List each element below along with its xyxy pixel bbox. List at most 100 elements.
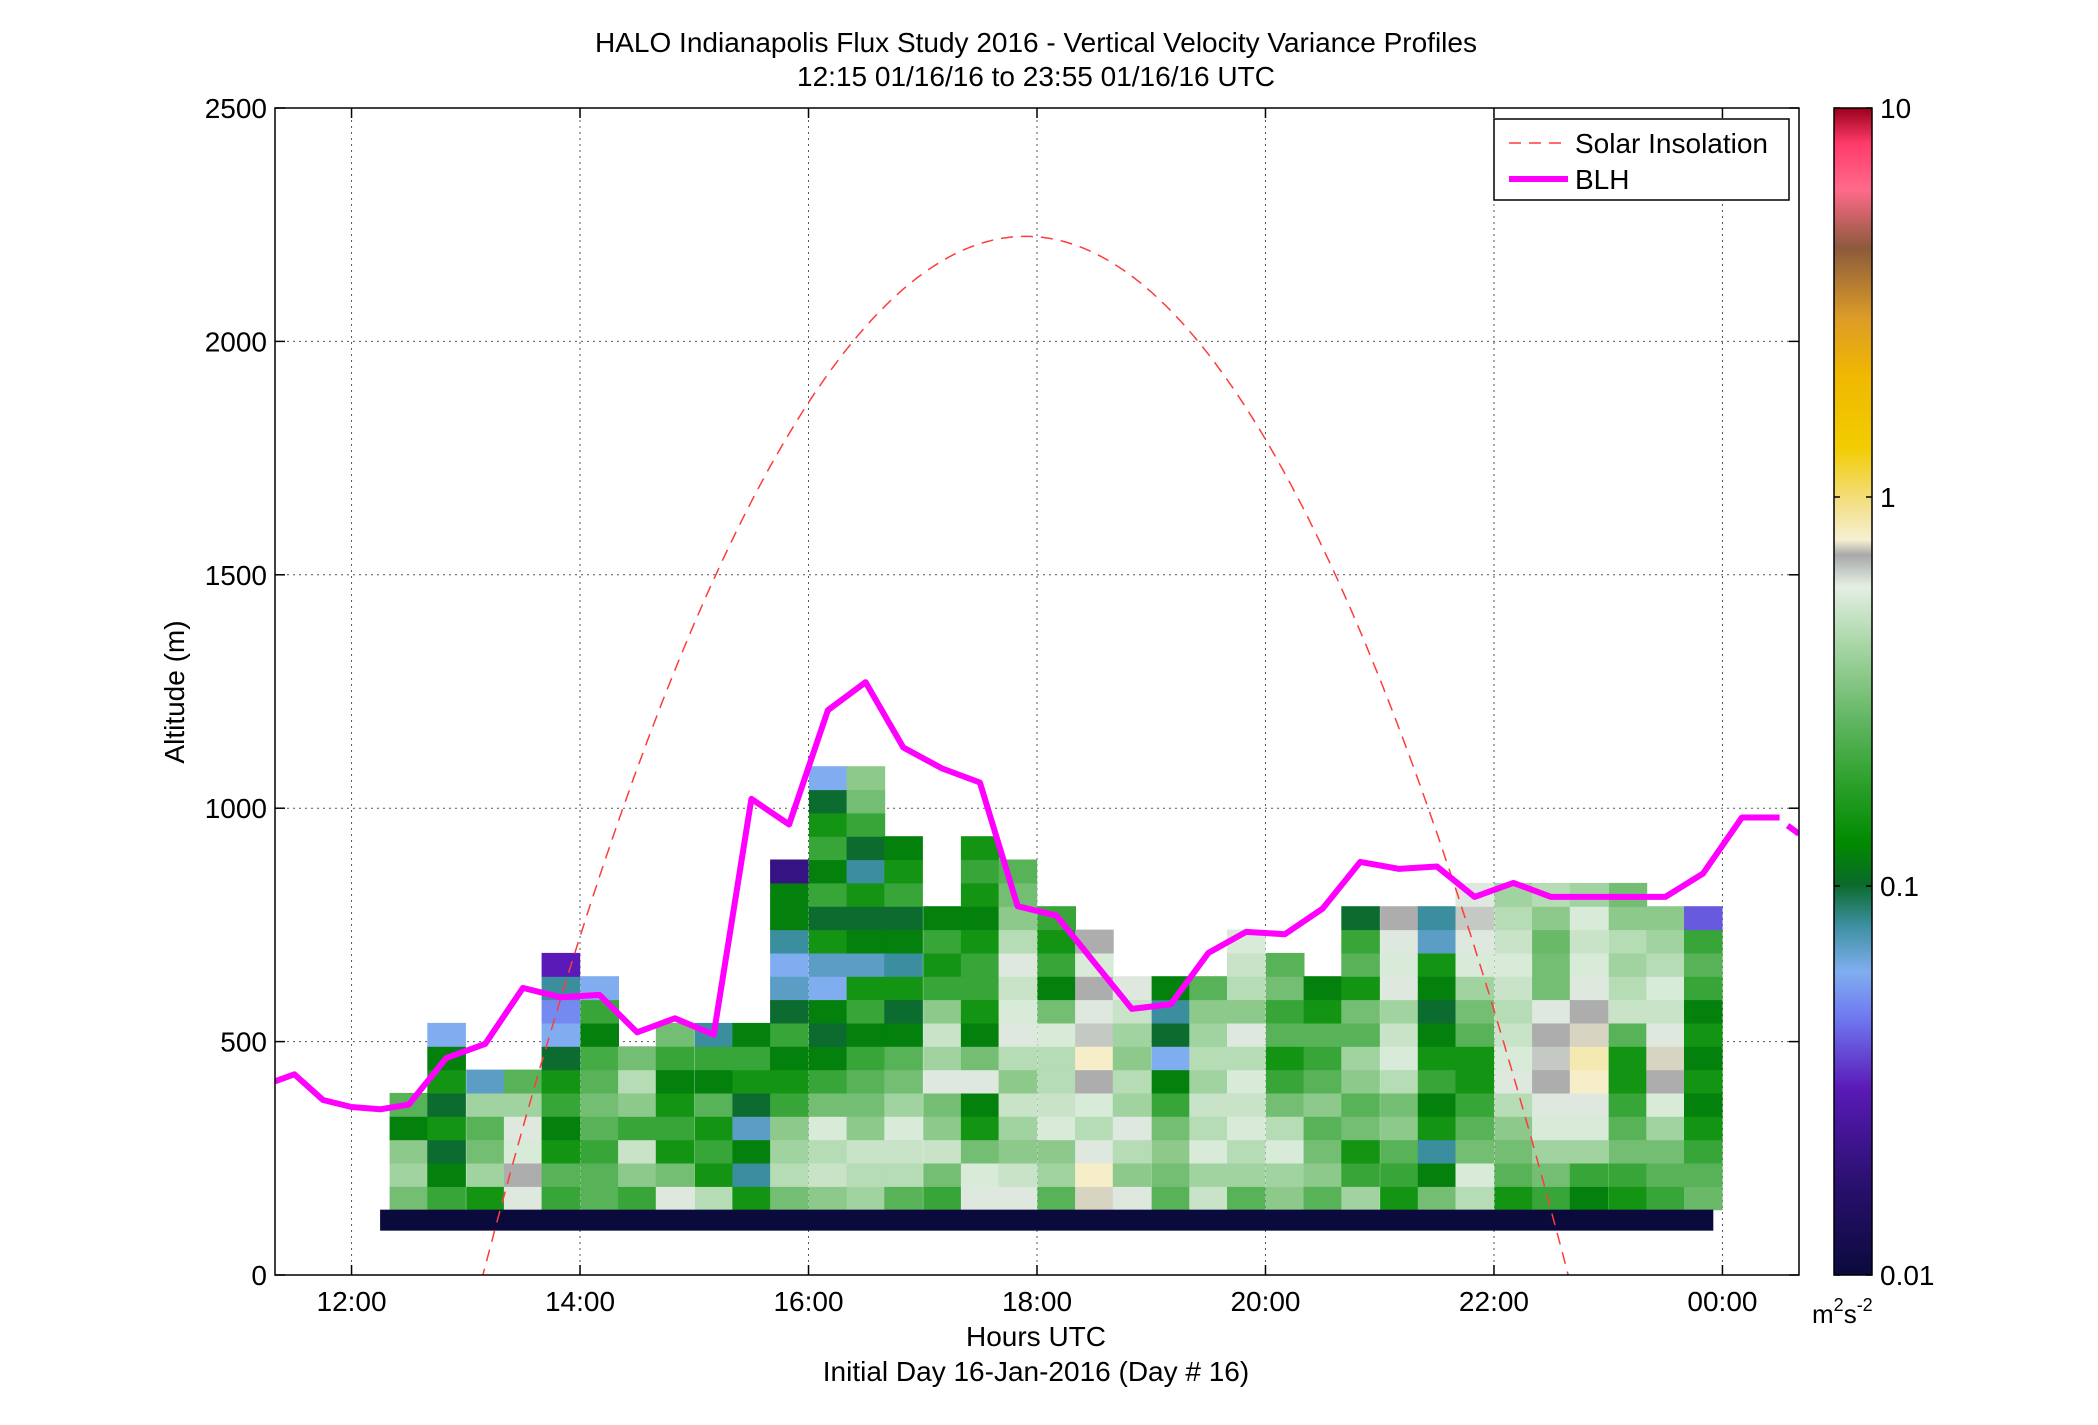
heatmap-cell bbox=[1075, 1163, 1114, 1187]
heatmap-cell bbox=[923, 976, 962, 1001]
heatmap-cell bbox=[1303, 1022, 1343, 1047]
heatmap-cell bbox=[770, 1186, 809, 1211]
heatmap-cell bbox=[466, 1116, 505, 1141]
heatmap-cell bbox=[655, 1163, 695, 1187]
heatmap-cell bbox=[1417, 1139, 1457, 1164]
heatmap-cell bbox=[1303, 1163, 1343, 1187]
heatmap-cell bbox=[1151, 1163, 1191, 1187]
heatmap-cell bbox=[389, 1116, 429, 1141]
y-tick-label: 500 bbox=[220, 1027, 267, 1058]
colorbar: 0.01 0.1 1 10 m2s-2 bbox=[1812, 93, 1935, 1329]
heatmap-cell bbox=[1037, 1069, 1076, 1094]
heatmap-cell bbox=[732, 1046, 771, 1071]
heatmap-cell bbox=[770, 1116, 809, 1141]
heatmap-cell bbox=[1265, 976, 1305, 1001]
heatmap-cell bbox=[923, 1092, 962, 1117]
heatmap-cell bbox=[1265, 1139, 1305, 1164]
heatmap-cell bbox=[580, 1046, 619, 1071]
heatmap-cell bbox=[923, 1069, 962, 1094]
heatmap-cell bbox=[618, 1046, 657, 1071]
heatmap-cell bbox=[618, 1116, 657, 1141]
heatmap-cell bbox=[1569, 1069, 1609, 1094]
heatmap-cell bbox=[1608, 906, 1648, 931]
heatmap-cell bbox=[1569, 1186, 1609, 1211]
heatmap-cell bbox=[770, 882, 809, 907]
heatmap-cell bbox=[1494, 1046, 1533, 1071]
axis-ticks: 12:00 14:00 16:00 18:00 20:00 22:00 00:00 0 500 1… bbox=[205, 93, 1799, 1317]
heatmap-cell bbox=[846, 1022, 886, 1047]
heatmap-cell bbox=[1646, 952, 1685, 977]
heatmap-cell bbox=[846, 1139, 886, 1164]
heatmap-cell bbox=[808, 952, 848, 977]
heatmap-cell bbox=[655, 1046, 695, 1071]
heatmap-cell bbox=[960, 906, 1000, 931]
heatmap-cell bbox=[1684, 999, 1723, 1024]
heatmap-cell bbox=[732, 1069, 771, 1094]
heatmap-cell bbox=[1380, 1186, 1419, 1211]
heatmap-cell bbox=[1569, 929, 1609, 954]
heatmap-cell bbox=[770, 999, 809, 1024]
heatmap-cell bbox=[1037, 1186, 1076, 1211]
heatmap-cell bbox=[541, 999, 581, 1024]
heatmap-cell bbox=[1112, 1046, 1152, 1071]
heatmap-cell bbox=[998, 1116, 1038, 1141]
heatmap-cell bbox=[1380, 952, 1419, 977]
heatmap-cell bbox=[1227, 1163, 1266, 1187]
heatmap-cell bbox=[923, 1022, 962, 1047]
heatmap-cell bbox=[808, 999, 848, 1024]
heatmap-cell bbox=[808, 1069, 848, 1094]
heatmap-cell bbox=[580, 1092, 619, 1117]
heatmap-cell bbox=[541, 1116, 581, 1141]
heatmap-cell bbox=[808, 906, 848, 931]
heatmap-cell bbox=[770, 1069, 809, 1094]
surface-band bbox=[380, 1209, 1714, 1231]
heatmap-cell bbox=[1380, 999, 1419, 1024]
heatmap-cell bbox=[1037, 976, 1076, 1001]
heatmap-cell bbox=[770, 1046, 809, 1071]
heatmap-cell bbox=[1265, 1046, 1305, 1071]
heatmap-cell bbox=[466, 1186, 505, 1211]
heatmap-cell bbox=[1417, 1069, 1457, 1094]
heatmap-cell bbox=[846, 1092, 886, 1117]
heatmap-cell bbox=[1417, 1092, 1457, 1117]
heatmap-cell bbox=[1684, 952, 1723, 977]
heatmap-cell bbox=[770, 859, 809, 884]
heatmap-cell bbox=[884, 1046, 923, 1071]
solar-insolation-curve bbox=[482, 235, 1569, 1275]
heatmap-cell bbox=[1189, 1139, 1228, 1164]
blh-line bbox=[275, 679, 1780, 1113]
heatmap-cell bbox=[1265, 1092, 1305, 1117]
heatmap-cell bbox=[1265, 1163, 1305, 1187]
heatmap-cell bbox=[923, 1163, 962, 1187]
heatmap-cell bbox=[389, 1163, 429, 1187]
colorbar-tick-label: 0.01 bbox=[1880, 1260, 1935, 1291]
heatmap-cell bbox=[998, 1046, 1038, 1071]
heatmap-cell bbox=[694, 1186, 734, 1211]
heatmap-cell bbox=[1341, 906, 1380, 931]
heatmap-cell bbox=[1608, 952, 1648, 977]
heatmap-cell bbox=[655, 1139, 695, 1164]
heatmap-cell bbox=[1189, 999, 1228, 1024]
heatmap-cell bbox=[923, 929, 962, 954]
heatmap-cell bbox=[1380, 1139, 1419, 1164]
heatmap-cell bbox=[1646, 1022, 1685, 1047]
heatmap-cell bbox=[1494, 1139, 1533, 1164]
heatmap-cell bbox=[1608, 1069, 1648, 1094]
heatmap-cell bbox=[1455, 929, 1495, 954]
heatmap-cell bbox=[732, 1116, 771, 1141]
heatmap-cell bbox=[694, 1092, 734, 1117]
heatmap-cell bbox=[1417, 952, 1457, 977]
heatmap-cell bbox=[1075, 1046, 1114, 1071]
heatmap-cell bbox=[1455, 1186, 1495, 1211]
heatmap-cell bbox=[960, 1069, 1000, 1094]
heatmap-cell bbox=[1494, 976, 1533, 1001]
heatmap-cell bbox=[960, 1116, 1000, 1141]
heatmap-cell bbox=[427, 1163, 466, 1187]
heatmap-cell bbox=[1265, 952, 1305, 977]
heatmap-cell bbox=[770, 1092, 809, 1117]
heatmap-cell bbox=[1037, 952, 1076, 977]
heatmap-cell bbox=[618, 1139, 657, 1164]
heatmap-cell bbox=[1684, 1092, 1723, 1117]
heatmap-cell bbox=[1380, 1092, 1419, 1117]
heatmap-cell bbox=[846, 789, 886, 814]
